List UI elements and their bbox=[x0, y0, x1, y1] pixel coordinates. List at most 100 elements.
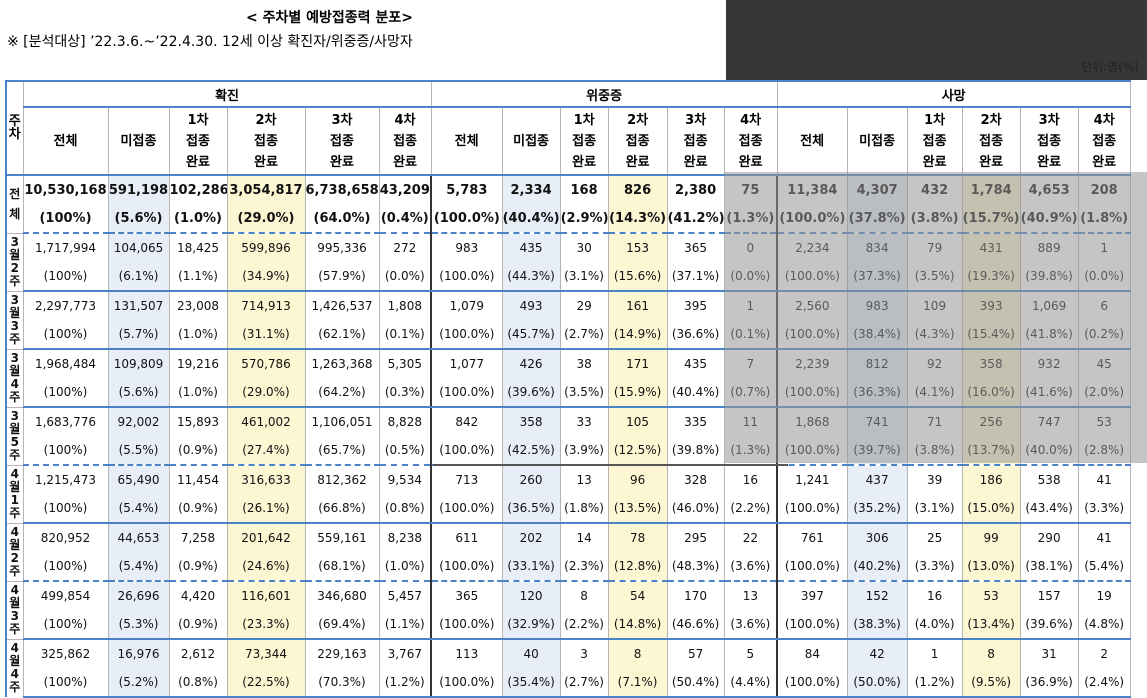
percent-confirmed-dose3: (64.0%) bbox=[304, 204, 380, 234]
percent-confirmed-dose3: (69.4%) bbox=[304, 610, 380, 640]
count-severe-dose3: 2,380 bbox=[666, 174, 725, 204]
sub-header-death-dose3: 3차 접종 완료 bbox=[1019, 106, 1079, 176]
group-header-severe: 위중증 bbox=[430, 80, 778, 108]
percent-severe-dose3: (50.4%) bbox=[666, 668, 725, 698]
percent-confirmed-dose2: (24.6%) bbox=[226, 552, 306, 582]
percent-severe-dose1: (2.9%) bbox=[559, 204, 609, 234]
count-severe-dose4: 5 bbox=[723, 638, 778, 668]
count-severe-dose3: 57 bbox=[666, 638, 725, 668]
percent-death-dose3: (40.9%) bbox=[1019, 204, 1079, 234]
count-severe-dose3: 435 bbox=[666, 348, 725, 378]
table-row-percent: (100%) (5.6%) (1.0%) (29.0%) (64.0%) (0.4%) (1… bbox=[6, 204, 1131, 234]
percent-confirmed-total: (100%) bbox=[22, 436, 109, 466]
count-severe-unvaccinated: 358 bbox=[501, 406, 561, 436]
count-death-dose4: 2 bbox=[1077, 638, 1131, 668]
count-confirmed-total: 10,530,168 bbox=[22, 174, 109, 204]
table-row-percent: (100%) (5.2%) (0.8%) (22.5%) (70.3%) (1.2%) (1… bbox=[6, 668, 1131, 698]
count-confirmed-dose2: 714,913 bbox=[226, 290, 306, 320]
count-confirmed-dose1: 15,893 bbox=[168, 406, 228, 436]
count-confirmed-dose4: 3,767 bbox=[378, 638, 432, 668]
percent-death-dose4: (5.4%) bbox=[1077, 552, 1131, 582]
percent-confirmed-total: (100%) bbox=[22, 552, 109, 582]
count-severe-unvaccinated: 2,334 bbox=[501, 174, 561, 204]
percent-confirmed-unvaccinated: (5.6%) bbox=[107, 204, 170, 234]
percent-confirmed-dose4: (1.2%) bbox=[378, 668, 432, 698]
count-severe-dose1: 3 bbox=[559, 638, 609, 668]
sub-header-severe-dose1: 1차 접종 완료 bbox=[559, 106, 609, 176]
sub-header-death-dose2: 2차 접종 완료 bbox=[961, 106, 1021, 176]
percent-death-dose1: (3.8%) bbox=[906, 204, 963, 234]
group-header-row: 주 차 확진 위중증 사망 bbox=[5, 80, 1131, 176]
percent-confirmed-total: (100%) bbox=[22, 262, 109, 292]
count-confirmed-unvaccinated: 109,809 bbox=[107, 348, 170, 378]
percent-confirmed-dose4: (1.0%) bbox=[378, 552, 432, 582]
group-header-confirmed: 확진 bbox=[22, 80, 432, 108]
percent-confirmed-dose3: (57.9%) bbox=[304, 262, 380, 292]
percent-severe-dose3: (36.6%) bbox=[666, 320, 725, 350]
percent-death-dose3: (38.1%) bbox=[1019, 552, 1079, 582]
percent-confirmed-unvaccinated: (5.4%) bbox=[107, 552, 170, 582]
count-severe-total: 842 bbox=[430, 406, 503, 436]
count-confirmed-total: 2,297,773 bbox=[22, 290, 109, 320]
percent-confirmed-dose3: (66.8%) bbox=[304, 494, 380, 524]
percent-confirmed-dose1: (1.0%) bbox=[168, 320, 228, 350]
table-row-percent: (100%) (5.5%) (0.9%) (27.4%) (65.7%) (0.5%) (1… bbox=[6, 436, 1131, 466]
count-confirmed-dose1: 11,454 bbox=[168, 464, 228, 494]
count-confirmed-dose4: 272 bbox=[378, 232, 432, 262]
percent-severe-dose2: (12.5%) bbox=[607, 436, 668, 466]
percent-confirmed-unvaccinated: (5.6%) bbox=[107, 378, 170, 408]
count-death-dose1: 25 bbox=[906, 522, 963, 552]
sub-header-death-dose4: 4차 접종 완료 bbox=[1077, 106, 1131, 176]
percent-confirmed-dose1: (0.8%) bbox=[168, 668, 228, 698]
percent-severe-dose2: (12.8%) bbox=[607, 552, 668, 582]
percent-severe-dose4: (3.6%) bbox=[723, 610, 778, 640]
percent-death-dose1: (1.2%) bbox=[906, 668, 963, 698]
percent-severe-dose3: (41.2%) bbox=[666, 204, 725, 234]
percent-death-dose2: (15.0%) bbox=[961, 494, 1021, 524]
count-death-dose2: 431 bbox=[961, 232, 1021, 262]
count-death-dose3: 1,069 bbox=[1019, 290, 1079, 320]
count-death-dose1: 39 bbox=[906, 464, 963, 494]
count-confirmed-dose2: 201,642 bbox=[226, 522, 306, 552]
percent-death-dose2: (13.0%) bbox=[961, 552, 1021, 582]
percent-death-dose1: (3.1%) bbox=[906, 494, 963, 524]
count-severe-total: 5,783 bbox=[430, 174, 503, 204]
count-confirmed-dose3: 1,426,537 bbox=[304, 290, 380, 320]
count-death-dose2: 1,784 bbox=[961, 174, 1021, 204]
percent-severe-total: (100.0%) bbox=[430, 552, 503, 582]
count-severe-total: 1,079 bbox=[430, 290, 503, 320]
count-death-dose2: 99 bbox=[961, 522, 1021, 552]
dark-panel bbox=[726, 0, 1147, 80]
percent-confirmed-dose2: (26.1%) bbox=[226, 494, 306, 524]
percent-confirmed-dose2: (29.0%) bbox=[226, 378, 306, 408]
percent-severe-dose1: (1.8%) bbox=[559, 494, 609, 524]
count-confirmed-unvaccinated: 26,696 bbox=[107, 580, 170, 610]
percent-severe-unvaccinated: (44.3%) bbox=[501, 262, 561, 292]
count-death-dose2: 393 bbox=[961, 290, 1021, 320]
count-death-dose3: 290 bbox=[1019, 522, 1079, 552]
percent-confirmed-dose1: (0.9%) bbox=[168, 494, 228, 524]
percent-severe-dose4: (1.3%) bbox=[723, 436, 778, 466]
percent-severe-total: (100.0%) bbox=[430, 204, 503, 234]
count-confirmed-dose4: 1,808 bbox=[378, 290, 432, 320]
percent-severe-dose1: (3.1%) bbox=[559, 262, 609, 292]
count-confirmed-dose3: 1,106,051 bbox=[304, 406, 380, 436]
percent-death-unvaccinated: (38.3%) bbox=[846, 610, 908, 640]
count-confirmed-unvaccinated: 92,002 bbox=[107, 406, 170, 436]
percent-severe-dose1: (3.9%) bbox=[559, 436, 609, 466]
percent-death-total: (100.0%) bbox=[776, 204, 848, 234]
count-confirmed-dose4: 5,457 bbox=[378, 580, 432, 610]
count-confirmed-dose4: 9,534 bbox=[378, 464, 432, 494]
group-header-death: 사망 bbox=[776, 80, 1131, 108]
percent-death-dose3: (36.9%) bbox=[1019, 668, 1079, 698]
percent-death-unvaccinated: (35.2%) bbox=[846, 494, 908, 524]
count-confirmed-unvaccinated: 44,653 bbox=[107, 522, 170, 552]
sub-header-death-total: 전체 bbox=[776, 106, 848, 176]
count-death-dose3: 889 bbox=[1019, 232, 1079, 262]
table-row: 4 월 1 주 1,215,473 65,490 11,454 316,633 812,362 9… bbox=[5, 464, 1131, 523]
percent-severe-dose1: (3.5%) bbox=[559, 378, 609, 408]
percent-severe-dose3: (46.0%) bbox=[666, 494, 725, 524]
percent-death-total: (100.0%) bbox=[776, 610, 848, 640]
percent-confirmed-total: (100%) bbox=[22, 204, 109, 234]
